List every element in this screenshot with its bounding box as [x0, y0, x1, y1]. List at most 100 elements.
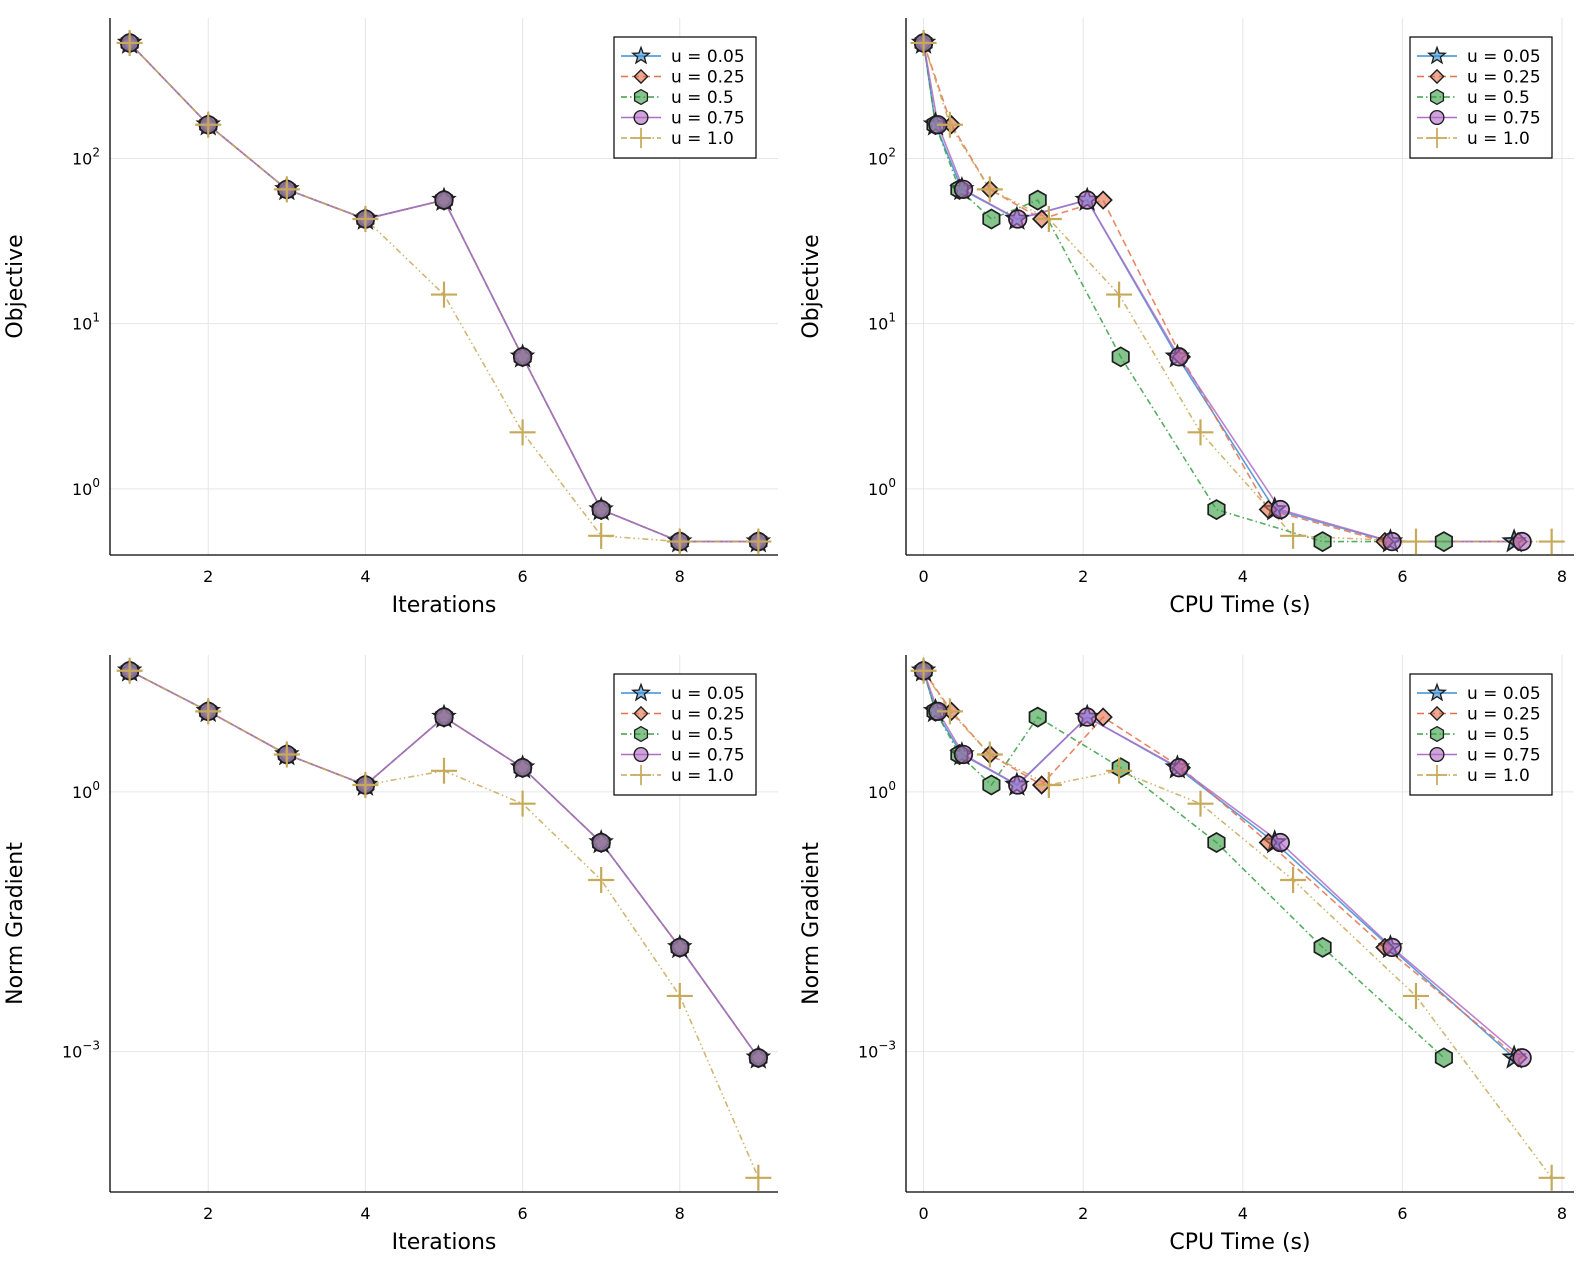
data-point	[116, 657, 143, 684]
legend-label: u = 0.05	[671, 684, 745, 704]
data-point	[1169, 758, 1189, 778]
data-point	[1008, 209, 1028, 229]
x-tick-label: 8	[675, 567, 685, 586]
y-tick-label: 100	[72, 779, 100, 802]
y-tick-label: 101	[868, 311, 896, 334]
x-axis-label: Iterations	[392, 1230, 497, 1255]
legend-marker	[633, 88, 649, 106]
legend-marker	[1426, 682, 1448, 702]
x-axis-label: CPU Time (s)	[1169, 593, 1310, 618]
data-point	[1434, 1047, 1453, 1069]
data-point	[1207, 499, 1226, 521]
data-point	[1093, 707, 1113, 727]
legend-marker	[630, 127, 652, 149]
y-axis-label: Objective	[3, 234, 28, 338]
data-point	[1035, 206, 1062, 233]
data-point	[953, 744, 974, 765]
data-point	[666, 528, 693, 555]
x-tick-label: 2	[203, 1204, 213, 1223]
legend-label: u = 0.25	[671, 705, 745, 725]
y-axis-label: Norm Gradient	[799, 842, 824, 1005]
data-point	[1111, 757, 1130, 779]
legend-marker	[1426, 764, 1448, 786]
data-point	[953, 179, 974, 200]
data-point	[982, 208, 1001, 230]
legend-label: u = 1.0	[671, 766, 734, 786]
legend-marker	[1429, 68, 1445, 85]
data-point	[982, 774, 1001, 796]
x-tick-label: 4	[1238, 567, 1248, 586]
data-point	[509, 790, 536, 817]
legend-marker	[630, 45, 652, 65]
legend-label: u = 0.05	[1467, 47, 1541, 67]
data-point	[352, 771, 379, 798]
x-tick-label: 6	[517, 567, 527, 586]
series-line	[129, 42, 759, 543]
x-tick-label: 6	[517, 1204, 527, 1223]
legend-label: u = 0.5	[1467, 725, 1530, 745]
x-tick-label: 6	[1397, 1204, 1407, 1223]
y-tick-label: 100	[72, 476, 100, 499]
data-point	[1106, 281, 1133, 308]
legend: u = 0.05u = 0.25u = 0.5u = 0.75u = 1.0	[613, 36, 757, 159]
y-tick-label: 101	[72, 311, 100, 334]
data-point	[1077, 190, 1097, 210]
data-point	[1270, 499, 1290, 520]
data-point	[976, 741, 1003, 768]
legend-marker	[633, 746, 649, 763]
data-point	[434, 190, 454, 210]
data-point	[588, 866, 615, 893]
y-tick-label: 102	[868, 145, 896, 168]
data-point	[745, 528, 772, 555]
legend: u = 0.05u = 0.25u = 0.5u = 0.75u = 1.0	[1409, 673, 1553, 796]
data-point	[1382, 937, 1402, 958]
data-point	[1382, 531, 1402, 552]
legend-label: u = 0.5	[671, 88, 734, 108]
data-point	[1028, 706, 1047, 728]
data-point	[936, 698, 963, 725]
y-tick-label: 100	[868, 476, 896, 499]
x-tick-label: 4	[360, 567, 370, 586]
y-axis-label: Objective	[799, 234, 824, 338]
legend-marker	[633, 68, 649, 85]
legend-marker	[1429, 109, 1445, 126]
legend-label: u = 0.75	[1467, 109, 1541, 129]
legend-marker	[633, 725, 649, 743]
data-point	[1280, 866, 1307, 893]
legend-marker	[633, 109, 649, 126]
y-tick-label: 102	[72, 145, 100, 168]
data-point	[1512, 1048, 1532, 1068]
data-point	[910, 29, 937, 56]
legend-label: u = 0.25	[1467, 705, 1541, 725]
data-point	[512, 347, 533, 367]
data-point	[745, 1164, 772, 1191]
series-line	[922, 42, 1519, 543]
x-tick-label: 8	[675, 1204, 685, 1223]
legend-marker	[630, 764, 652, 786]
data-point	[195, 111, 222, 138]
legend-label: u = 1.0	[1467, 129, 1530, 149]
legend-label: u = 0.75	[1467, 746, 1541, 766]
data-point	[273, 176, 300, 203]
data-point	[1035, 771, 1062, 798]
legend-label: u = 0.75	[671, 109, 745, 129]
data-point	[434, 707, 454, 727]
legend-marker	[1426, 45, 1448, 65]
x-axis-label: CPU Time (s)	[1169, 1230, 1310, 1255]
legend-label: u = 1.0	[1467, 766, 1530, 786]
data-point	[352, 206, 379, 233]
data-point	[1313, 936, 1332, 958]
data-point	[1187, 419, 1214, 446]
data-point	[591, 832, 611, 853]
data-point	[195, 698, 222, 725]
x-tick-label: 2	[1078, 1204, 1088, 1223]
x-tick-label: 8	[1557, 567, 1567, 586]
data-point	[976, 176, 1003, 203]
data-point	[431, 757, 457, 784]
data-point	[1106, 757, 1133, 784]
data-point	[670, 937, 690, 958]
data-point	[591, 499, 611, 520]
data-point	[431, 281, 457, 308]
data-point	[512, 758, 533, 778]
data-point	[1111, 346, 1130, 368]
